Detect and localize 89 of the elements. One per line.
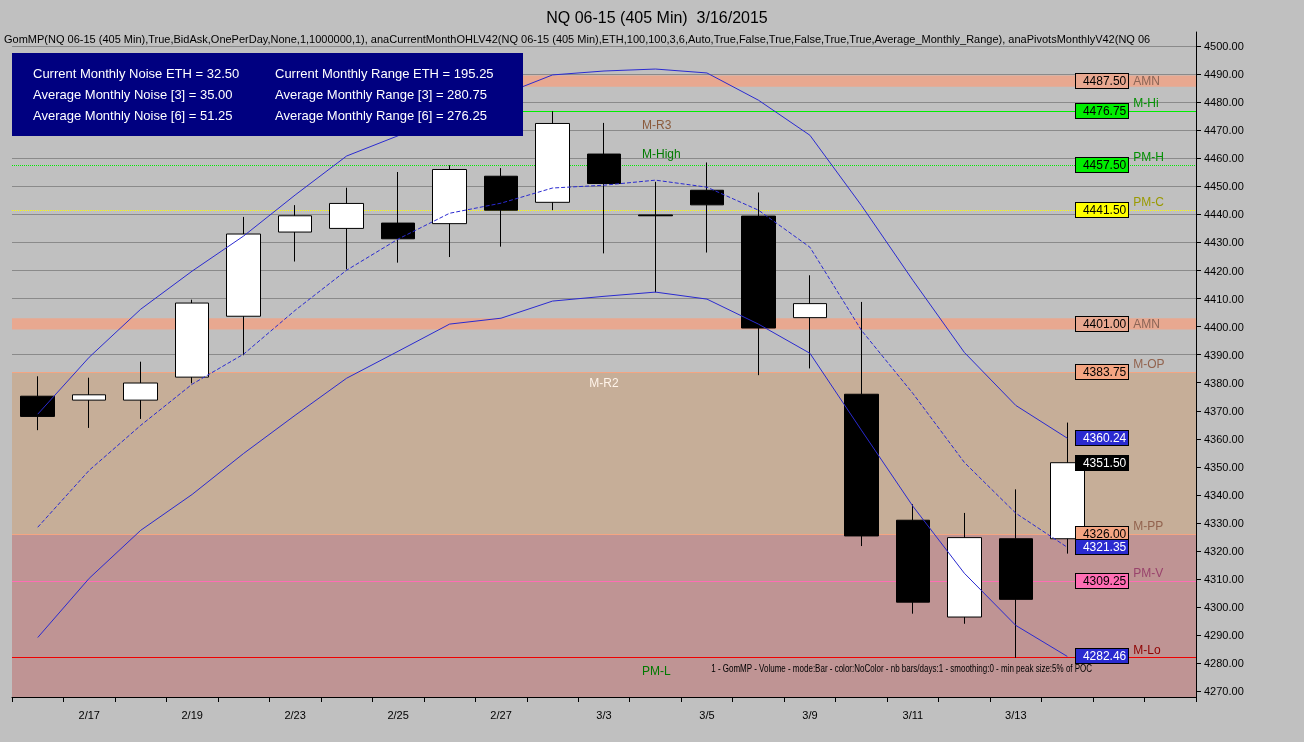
candlestick [72, 377, 106, 429]
y-tick-label: 4450.00 [1204, 180, 1244, 193]
candlestick [690, 161, 724, 254]
x-tick-label: 2/23 [284, 708, 306, 721]
candlestick [535, 110, 570, 211]
y-tick-label: 4410.00 [1204, 292, 1244, 305]
candlestick [793, 274, 827, 369]
annotation: Average Monthly Noise [6] = 51.25 [33, 108, 234, 123]
y-tick-label: 4350.00 [1204, 460, 1244, 473]
annotation: 4326.00 [1075, 526, 1130, 543]
annotation: 4351.50 [1075, 455, 1130, 471]
x-tick-label: 3/9 [802, 708, 818, 721]
annotation: GomMP(NQ 06-15 (405 Min),True,BidAsk,OnePerDay,None,1,1000000,1), anaCurrentMonthOHLV42(NQ 06-15 (405 Min),ETH,100,100,3,6,Auto,True,False,True,False,True,True,Average_Monthly_Range), anaPivotsMonthlyV42(NQ 06 [4, 33, 1151, 45]
line-series [37, 291, 1068, 657]
y-tick-label: 4360.00 [1204, 432, 1244, 445]
y-tick-label: 4400.00 [1204, 320, 1244, 333]
candlestick [638, 181, 673, 293]
annotation: M-R3 [642, 118, 672, 132]
band-label: M-R2 [589, 376, 619, 391]
annotation: Current Monthly Noise ETH = 32.50 [33, 66, 241, 81]
y-tick-label: 4380.00 [1204, 376, 1244, 389]
annotation: Average Monthly Range [3] = 280.75 [275, 87, 488, 102]
annotation: 4401.00 [1075, 316, 1130, 332]
y-tick-label: 4300.00 [1204, 601, 1244, 614]
candlestick [329, 187, 364, 270]
x-tick-label: 3/13 [1005, 708, 1027, 721]
ref-line-label: M-OP [1133, 357, 1165, 372]
y-tick-label: 4310.00 [1204, 573, 1244, 586]
y-tick-label: 4270.00 [1204, 685, 1244, 698]
chart-title: NQ 06-15 (405 Min) 3/16/2015 [546, 8, 768, 26]
y-tick-label: 4390.00 [1204, 348, 1244, 361]
x-tick-label: 2/17 [78, 708, 100, 721]
y-tick-label: 4460.00 [1204, 152, 1244, 165]
x-tick-label: 3/11 [902, 708, 924, 721]
y-tick-label: 4430.00 [1204, 236, 1244, 249]
candlestick [278, 204, 312, 263]
ref-line-label: M-Lo [1133, 642, 1161, 657]
candlestick [741, 192, 776, 376]
y-tick-label: 4420.00 [1204, 264, 1244, 277]
y-tick-label: 4320.00 [1204, 545, 1244, 558]
y-tick-label: 4340.00 [1204, 488, 1244, 501]
y-tick-label: 4480.00 [1204, 96, 1244, 109]
y-tick-label: 4470.00 [1204, 124, 1244, 137]
data-label: 4282.46 [1075, 648, 1130, 665]
annotation: M-High [642, 147, 681, 161]
y-tick-label: 4280.00 [1204, 657, 1244, 670]
ref-line-label: PM-V [1133, 566, 1164, 581]
annotation: 1 - GomMP - Volume - mode:Bar - color:NoColor - nb bars/days:1 - smoothing:0 - min peak size:5% of POC [711, 663, 1092, 674]
annotation: Average Monthly Noise [3] = 35.00 [33, 87, 234, 102]
y-tick-label: 4330.00 [1204, 517, 1244, 530]
candlestick [587, 122, 621, 254]
candlestick [20, 375, 55, 431]
ref-line-label: M-PP [1133, 519, 1164, 534]
annotation: Current Monthly Range ETH = 195.25 [275, 66, 495, 81]
candlestick [226, 216, 261, 356]
ref-line-label: M-Hi [1133, 96, 1159, 111]
ref-line-label: PM-C [1133, 195, 1164, 210]
y-tick-label: 4440.00 [1204, 208, 1244, 221]
x-tick-label: 2/25 [387, 708, 409, 721]
y-tick-label: 4370.00 [1204, 404, 1244, 417]
candlestick [947, 512, 982, 625]
band-label: AMN [1133, 316, 1160, 331]
candlestick [175, 299, 209, 384]
candlestick [844, 301, 879, 547]
annotation: Average Monthly Range [6] = 276.25 [275, 108, 488, 123]
candlestick [484, 167, 518, 248]
y-tick-label: 4490.00 [1204, 68, 1244, 81]
ref-line-label: PM-H [1133, 150, 1164, 165]
x-tick-label: 3/3 [596, 708, 612, 721]
candlestick [432, 164, 467, 258]
annotation: 4476.75 [1075, 103, 1130, 120]
data-label: 4321.35 [1075, 539, 1130, 556]
candlestick [999, 488, 1033, 659]
annotation: 4309.25 [1075, 573, 1130, 590]
line-series [37, 179, 1068, 548]
x-tick-label: 2/19 [181, 708, 203, 721]
annotation: 4383.75 [1075, 364, 1130, 381]
annotation: 4487.50 [1075, 73, 1130, 89]
y-tick-label: 4290.00 [1204, 629, 1244, 642]
y-tick-label: 4500.00 [1204, 40, 1244, 53]
data-label: 4360.24 [1075, 430, 1130, 447]
candlestick [381, 171, 415, 264]
candlestick [123, 361, 158, 420]
x-tick-label: 2/27 [490, 708, 512, 721]
annotation: PM-L [642, 664, 671, 678]
annotation: 4457.50 [1075, 157, 1130, 174]
band-label: AMN [1133, 74, 1160, 89]
x-tick-label: 3/5 [699, 708, 715, 721]
annotation: 4441.50 [1075, 202, 1130, 219]
